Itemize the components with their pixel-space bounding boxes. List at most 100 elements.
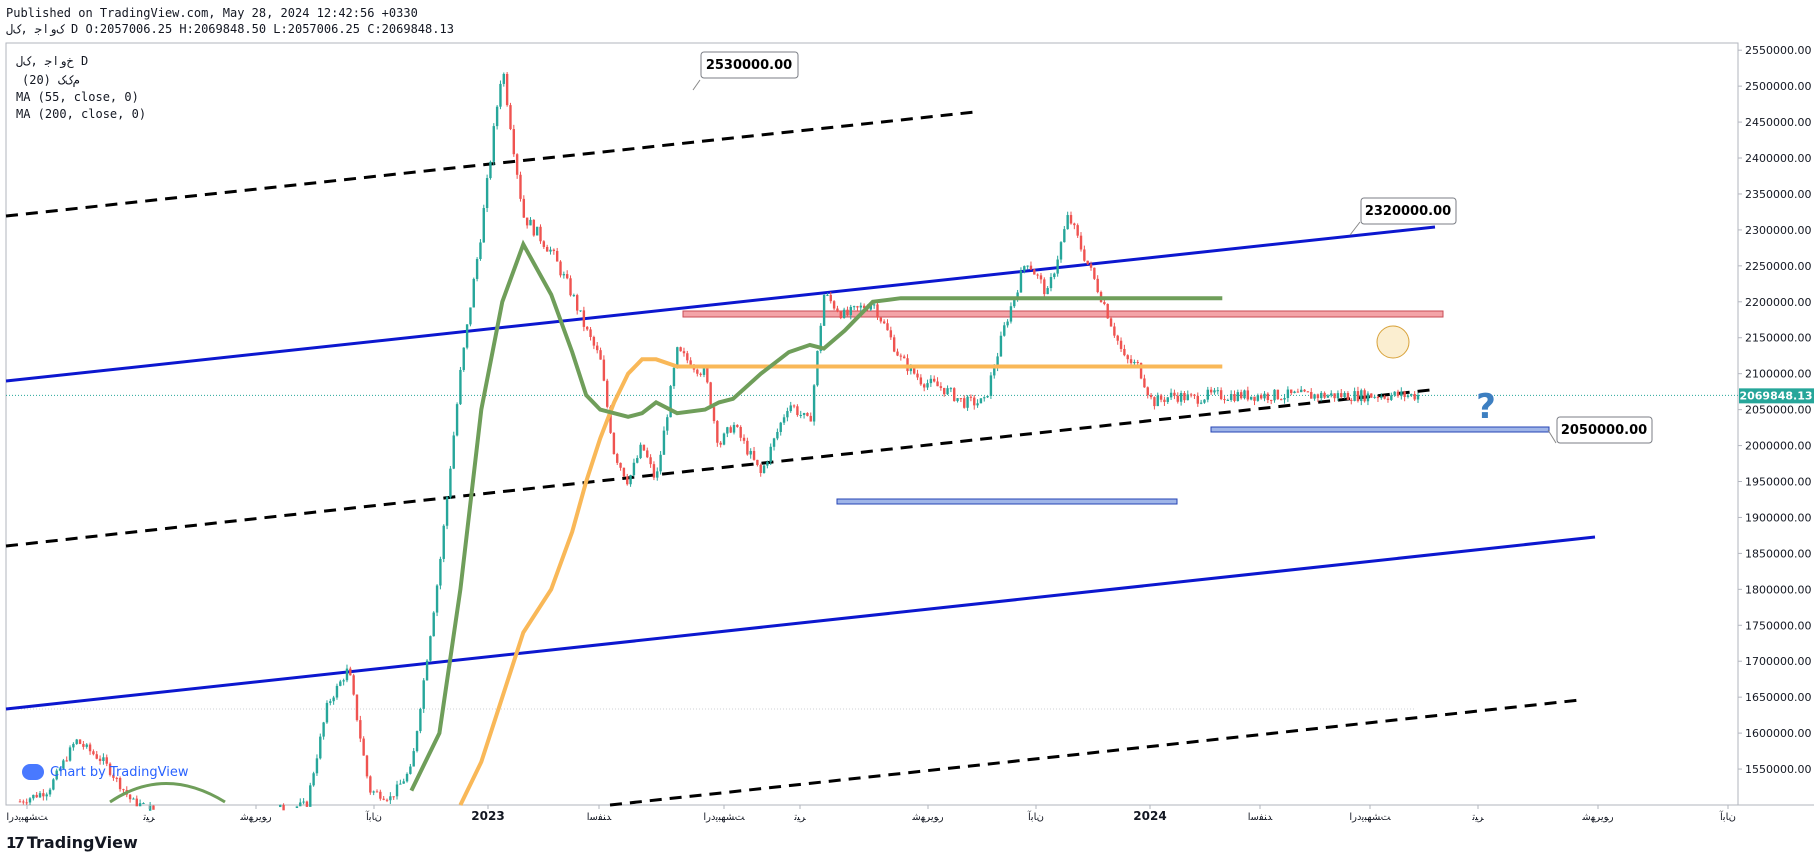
candle-body bbox=[22, 801, 25, 803]
candle-body bbox=[1266, 393, 1270, 400]
candle-body bbox=[1373, 396, 1376, 398]
candles-layer bbox=[18, 72, 1420, 811]
middle-dashed-line[interactable] bbox=[5, 388, 1431, 548]
support-zone-1[interactable] bbox=[836, 498, 1178, 505]
candle-body bbox=[849, 306, 852, 316]
support-zone-2[interactable] bbox=[1210, 426, 1550, 433]
candle-body bbox=[926, 383, 929, 388]
candle-body bbox=[979, 398, 983, 404]
candle-body bbox=[32, 794, 35, 799]
y-tick-label: 2500000.00 bbox=[1745, 80, 1811, 93]
y-tick-label: 2000000.00 bbox=[1745, 440, 1811, 453]
candle-body bbox=[879, 317, 883, 322]
candle-body bbox=[365, 755, 369, 777]
tradingview-cloud-icon bbox=[22, 764, 44, 780]
last-price-label: 2069848.13 bbox=[1739, 389, 1812, 402]
candle-body bbox=[1199, 402, 1203, 404]
candle-body bbox=[525, 217, 529, 226]
callout-2320000[interactable]: 2320000.00 bbox=[1349, 197, 1457, 236]
candle-body bbox=[102, 757, 105, 761]
candle-body bbox=[742, 437, 746, 441]
price-axis[interactable]: 1550000.00 1600000.00 1650000.00 1700000.00… bbox=[1738, 44, 1811, 776]
candle-body bbox=[679, 347, 682, 352]
candle-body bbox=[355, 694, 359, 721]
candle-body bbox=[1186, 394, 1189, 401]
ohlc-line: ﮎﻭﺍﺟ ,ﮎﻝ D O:2057006.25 H:2069848.50 L:2… bbox=[6, 22, 454, 36]
highlight-circle[interactable] bbox=[1376, 325, 1410, 359]
candle-body bbox=[1076, 225, 1079, 236]
bottom-dashed-line[interactable] bbox=[609, 698, 1581, 807]
x-tick-label: ﺖﺸﻬﺒﯾﺩﺭﺍ bbox=[1349, 812, 1390, 823]
legend-indicator-2: MA (55, close, 0) bbox=[16, 90, 139, 104]
candle-body bbox=[712, 407, 716, 422]
candle-body bbox=[922, 384, 926, 388]
candle-body bbox=[839, 311, 842, 318]
candle-body bbox=[342, 680, 345, 682]
candle-body bbox=[98, 758, 102, 761]
candle-body bbox=[696, 369, 699, 374]
candle-body bbox=[836, 308, 839, 312]
candle-body bbox=[812, 385, 816, 422]
x-tick-label: ﺮﯿﺗ bbox=[142, 812, 155, 823]
candle-body bbox=[606, 380, 609, 407]
candle-body bbox=[459, 369, 462, 405]
candle-body bbox=[452, 435, 455, 469]
candle-body bbox=[322, 722, 325, 737]
candle-body bbox=[1243, 390, 1246, 399]
published-line: Published on TradingView.com, May 28, 20… bbox=[6, 6, 418, 20]
candle-body bbox=[1029, 265, 1033, 270]
candle-body bbox=[442, 525, 445, 559]
candle-body bbox=[395, 784, 399, 797]
candle-body bbox=[1256, 395, 1260, 401]
candle-body bbox=[632, 462, 636, 476]
y-tick-label: 2100000.00 bbox=[1745, 368, 1811, 381]
candle-body bbox=[499, 83, 502, 107]
candle-body bbox=[699, 373, 702, 375]
candle-body bbox=[1209, 389, 1213, 393]
y-tick-label: 2550000.00 bbox=[1745, 44, 1811, 57]
candle-body bbox=[522, 198, 526, 218]
candle-body bbox=[592, 336, 596, 346]
candle-body bbox=[1203, 399, 1206, 403]
candle-body bbox=[652, 464, 656, 478]
candle-body bbox=[1116, 335, 1119, 341]
candle-body bbox=[1146, 387, 1149, 396]
candle-body bbox=[118, 777, 122, 790]
inline-tradingview-logo[interactable]: Chart by TradingView bbox=[22, 764, 188, 780]
legend[interactable]: ﺥﻭﺍﺟ ,ﮎﻝ D (20) ﻡﮎﮎ MA (55, close, 0) MA… bbox=[16, 54, 146, 121]
candle-body bbox=[545, 246, 549, 252]
lower-channel-line[interactable] bbox=[5, 535, 1596, 711]
candle-body bbox=[919, 377, 923, 385]
callout-2530000[interactable]: 2530000.00 bbox=[692, 51, 799, 91]
upper-channel-line[interactable] bbox=[5, 225, 1436, 383]
time-axis[interactable]: ﺖﺸﻬﺒﯾﺩﺭﺍ ﺮﯿﺗ ﺭﻮﯾﺮﻬﺷ ﻥﺎﺑﺁ 2023 ﺪﻨﻔﺳﺍ ﺖﺸﻬﺒﯾﺩﺭﺍ ﺮﯿ… bbox=[6, 805, 1736, 823]
candle-body bbox=[48, 789, 52, 795]
candle-body bbox=[939, 386, 943, 388]
candle-body bbox=[1136, 361, 1139, 363]
candle-body bbox=[899, 355, 903, 357]
resistance-zone[interactable] bbox=[682, 310, 1444, 318]
candle-body bbox=[799, 414, 802, 416]
candle-body bbox=[1323, 392, 1326, 398]
candle-body bbox=[656, 471, 659, 478]
legend-indicator-1: (20) ﻡﮎﮎ bbox=[22, 73, 80, 87]
candle-body bbox=[1106, 304, 1109, 319]
candle-body bbox=[435, 585, 439, 613]
candle-body bbox=[502, 73, 505, 84]
callout-2050000[interactable]: 2050000.00 bbox=[1547, 416, 1653, 444]
candle-body bbox=[148, 805, 152, 811]
candle-body bbox=[1273, 389, 1276, 401]
candle-body bbox=[1413, 393, 1416, 400]
candle-body bbox=[419, 708, 422, 732]
footer-tradingview-logo[interactable]: 17 TradingView bbox=[6, 833, 138, 852]
candle-body bbox=[686, 353, 689, 361]
x-tick-label: ﺭﻮﯾﺮﻬﺷ bbox=[911, 812, 943, 823]
candle-body bbox=[1346, 393, 1350, 400]
y-tick-label: 1550000.00 bbox=[1745, 763, 1811, 776]
candle-body bbox=[555, 250, 559, 262]
candle-body bbox=[963, 398, 966, 408]
candle-body bbox=[1353, 391, 1356, 401]
candle-body bbox=[565, 274, 569, 279]
candle-body bbox=[802, 412, 806, 415]
